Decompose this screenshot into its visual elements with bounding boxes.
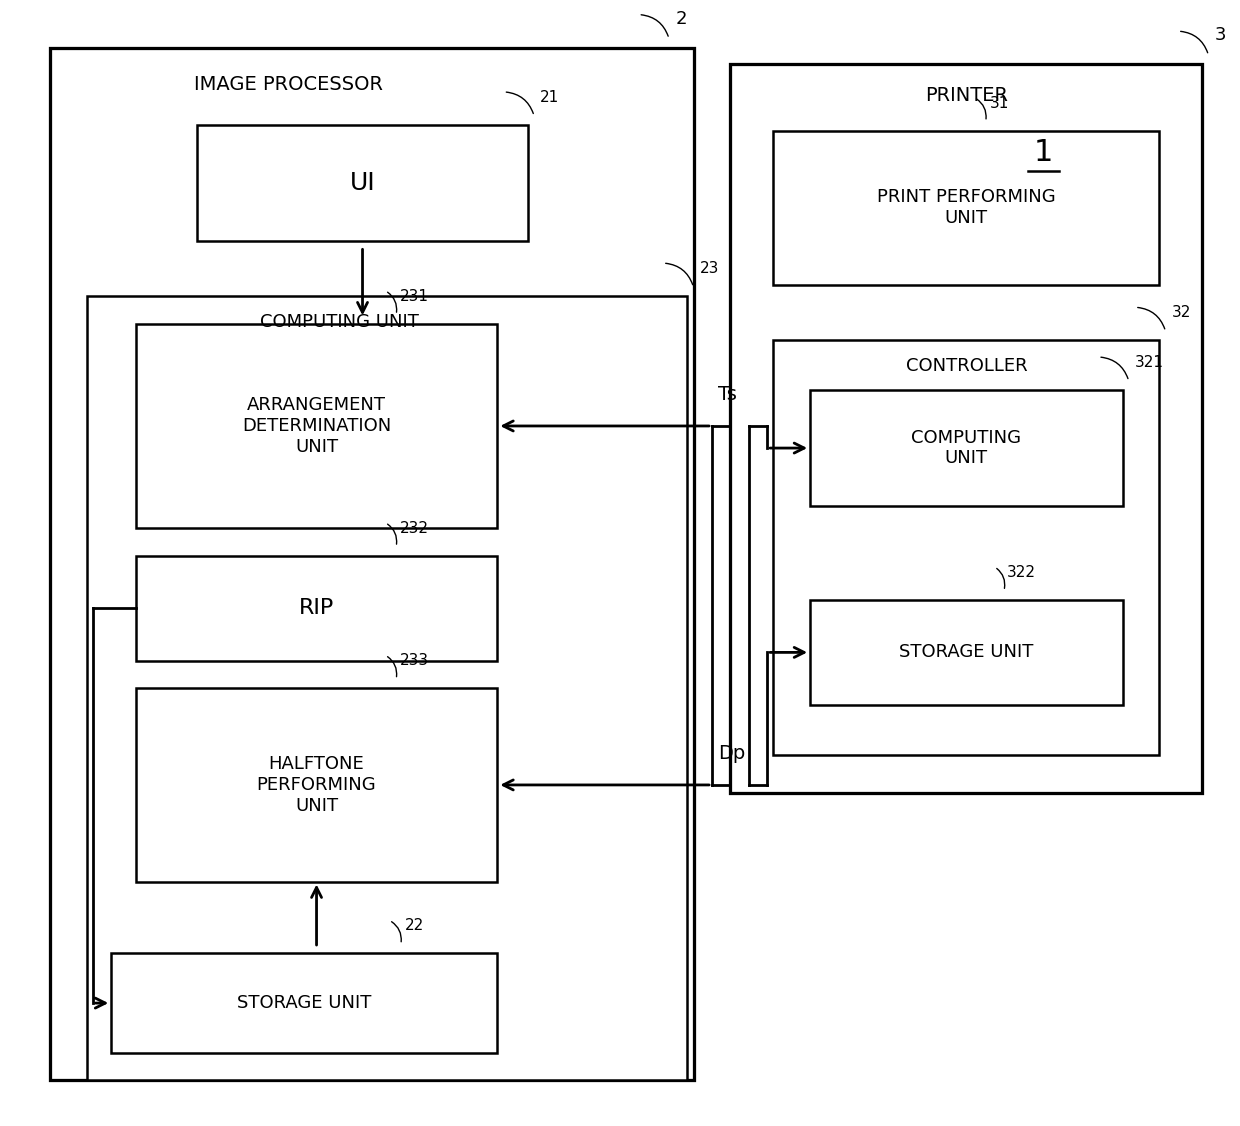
- Text: Dp: Dp: [718, 744, 745, 762]
- Text: PRINT PERFORMING
UNIT: PRINT PERFORMING UNIT: [877, 188, 1055, 227]
- Text: UI: UI: [350, 171, 376, 195]
- Text: PRINTER: PRINTER: [925, 87, 1008, 106]
- Bar: [730, 64, 1203, 793]
- Text: 2: 2: [675, 10, 687, 28]
- Bar: [135, 556, 497, 661]
- Bar: [774, 131, 1159, 285]
- Bar: [50, 47, 693, 1081]
- Bar: [810, 600, 1122, 705]
- Bar: [197, 125, 528, 241]
- Text: STORAGE UNIT: STORAGE UNIT: [237, 994, 372, 1012]
- Text: 232: 232: [399, 521, 429, 536]
- Bar: [774, 340, 1159, 754]
- Text: ARRANGEMENT
DETERMINATION
UNIT: ARRANGEMENT DETERMINATION UNIT: [242, 396, 391, 456]
- Text: 21: 21: [541, 90, 559, 105]
- Text: 23: 23: [699, 261, 719, 276]
- Text: 322: 322: [1007, 565, 1037, 580]
- Text: IMAGE PROCESSOR: IMAGE PROCESSOR: [193, 75, 382, 95]
- Text: 3: 3: [1215, 26, 1226, 44]
- Text: 31: 31: [990, 96, 1009, 110]
- Text: 233: 233: [399, 653, 429, 669]
- Text: Ts: Ts: [718, 385, 737, 404]
- Bar: [135, 324, 497, 528]
- Text: COMPUTING UNIT: COMPUTING UNIT: [259, 313, 418, 331]
- Bar: [810, 390, 1122, 506]
- Bar: [87, 296, 687, 1081]
- Text: HALFTONE
PERFORMING
UNIT: HALFTONE PERFORMING UNIT: [257, 756, 377, 815]
- Text: 32: 32: [1172, 305, 1192, 321]
- Text: RIP: RIP: [299, 598, 334, 618]
- Bar: [112, 954, 497, 1053]
- Bar: [135, 688, 497, 882]
- Text: 1: 1: [1033, 138, 1053, 167]
- Text: CONTROLLER: CONTROLLER: [905, 357, 1027, 375]
- Text: 231: 231: [399, 289, 429, 304]
- Text: COMPUTING
UNIT: COMPUTING UNIT: [911, 429, 1022, 467]
- Text: 22: 22: [404, 919, 424, 933]
- Text: 321: 321: [1135, 355, 1164, 370]
- Text: STORAGE UNIT: STORAGE UNIT: [899, 643, 1034, 661]
